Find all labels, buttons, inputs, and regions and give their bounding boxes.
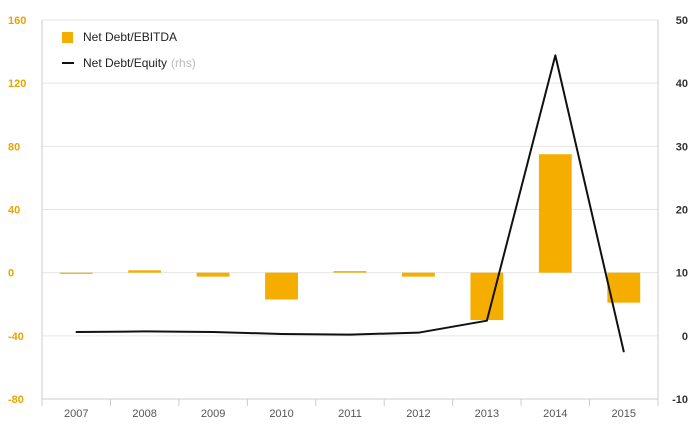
y-right-tick-label: 40	[676, 78, 688, 90]
x-tick-label: 2013	[475, 408, 499, 420]
y-right-tick-label: 20	[676, 205, 688, 217]
y-right-tick-label: 10	[676, 268, 688, 280]
bar-2007	[59, 272, 93, 274]
legend-label-bar: Net Debt/EBITDA	[83, 30, 178, 44]
y-right-tick-label: 50	[676, 15, 688, 27]
bar-2011	[333, 271, 367, 273]
x-tick-label: 2008	[132, 408, 156, 420]
legend-label-line-suffix: (rhs)	[171, 56, 196, 70]
legend-item-bar: Net Debt/EBITDA	[62, 27, 196, 47]
legend-label-line: Net Debt/Equity	[83, 56, 168, 70]
y-left-tick-label: -40	[8, 331, 24, 343]
line-point-2010	[280, 333, 283, 335]
bar-2014	[538, 154, 572, 273]
y-right-tick-label: -10	[672, 394, 688, 406]
x-tick-label: 2007	[64, 408, 88, 420]
y-left-tick-label: 160	[8, 15, 26, 27]
legend-item-line: Net Debt/Equity (rhs)	[62, 53, 196, 73]
chart-legend: Net Debt/EBITDA Net Debt/Equity (rhs)	[62, 27, 196, 79]
x-tick-label: 2014	[543, 408, 567, 420]
bar-2015	[607, 272, 641, 303]
line-point-2007	[75, 331, 78, 333]
y-right-tick-label: 0	[682, 331, 688, 343]
bar-2010	[265, 272, 298, 300]
line-point-2009	[212, 331, 214, 333]
x-tick-label: 2010	[269, 408, 293, 420]
y-right-tick-label: 30	[676, 141, 688, 153]
legend-swatch-bar	[62, 31, 73, 43]
bar-2009	[196, 272, 230, 277]
y-left-tick-label: 0	[8, 268, 14, 280]
x-tick-label: 2015	[612, 408, 636, 420]
y-left-tick-label: 120	[8, 78, 26, 90]
y-left-tick-label: 80	[8, 141, 20, 153]
line-point-2015	[622, 350, 625, 353]
x-tick-label: 2012	[406, 408, 430, 420]
x-tick-label: 2009	[201, 408, 225, 420]
line-point-2011	[349, 333, 351, 336]
bar-2008	[128, 270, 162, 273]
x-tick-label: 2011	[338, 408, 362, 420]
legend-swatch-line	[62, 62, 74, 64]
y-left-tick-label: 40	[8, 205, 20, 217]
bar-2012	[402, 272, 435, 277]
line-point-2013	[486, 319, 488, 322]
line-point-2014	[554, 54, 557, 57]
line-point-2008	[143, 330, 146, 333]
line-point-2012	[417, 331, 420, 334]
y-left-tick-label: -80	[8, 394, 24, 406]
